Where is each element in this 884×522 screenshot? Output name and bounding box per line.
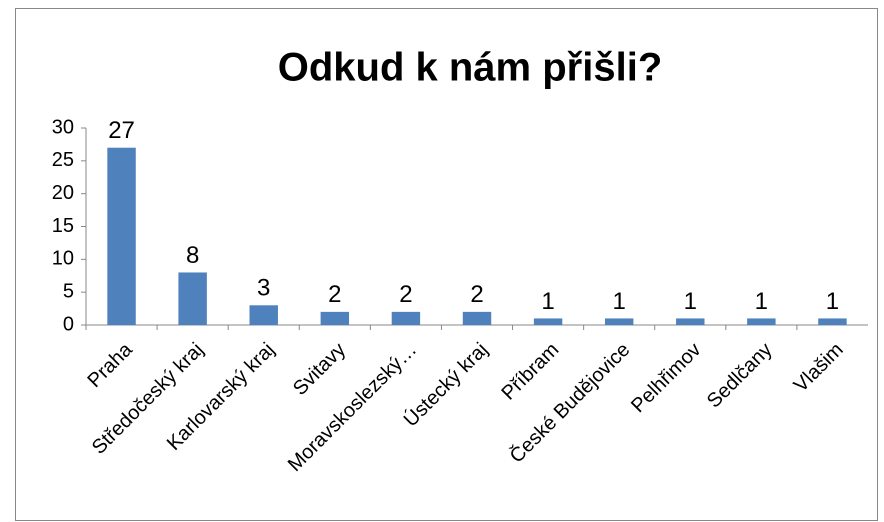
bar [462, 311, 492, 325]
data-label: 8 [186, 242, 199, 269]
data-label: 3 [257, 275, 270, 302]
data-label: 27 [108, 117, 135, 144]
bar [533, 318, 563, 325]
y-tick-label: 20 [52, 182, 74, 204]
y-tick-label: 10 [52, 248, 74, 270]
y-tick-label: 5 [63, 280, 74, 302]
y-tick-label: 30 [52, 116, 74, 138]
data-label: 2 [470, 281, 483, 308]
bar [249, 305, 278, 325]
data-label: 1 [684, 288, 697, 315]
data-label: 1 [755, 288, 768, 315]
data-label: 2 [328, 281, 341, 308]
bar [320, 311, 350, 325]
bar [178, 272, 207, 325]
y-tick-label: 15 [52, 215, 74, 237]
chart-title: Odkud k nám přišli? [278, 46, 663, 90]
bar [604, 318, 634, 325]
data-label: 1 [826, 288, 839, 315]
chart-border [15, 8, 878, 521]
data-label: 2 [399, 281, 412, 308]
bar [818, 318, 847, 325]
data-label: 1 [613, 288, 626, 315]
bar [391, 311, 421, 325]
y-tick-label: 25 [52, 149, 74, 171]
data-label: 1 [541, 288, 554, 315]
y-tick-label: 0 [63, 313, 74, 335]
bar [747, 318, 776, 325]
bar [676, 318, 705, 325]
bar [107, 147, 136, 325]
